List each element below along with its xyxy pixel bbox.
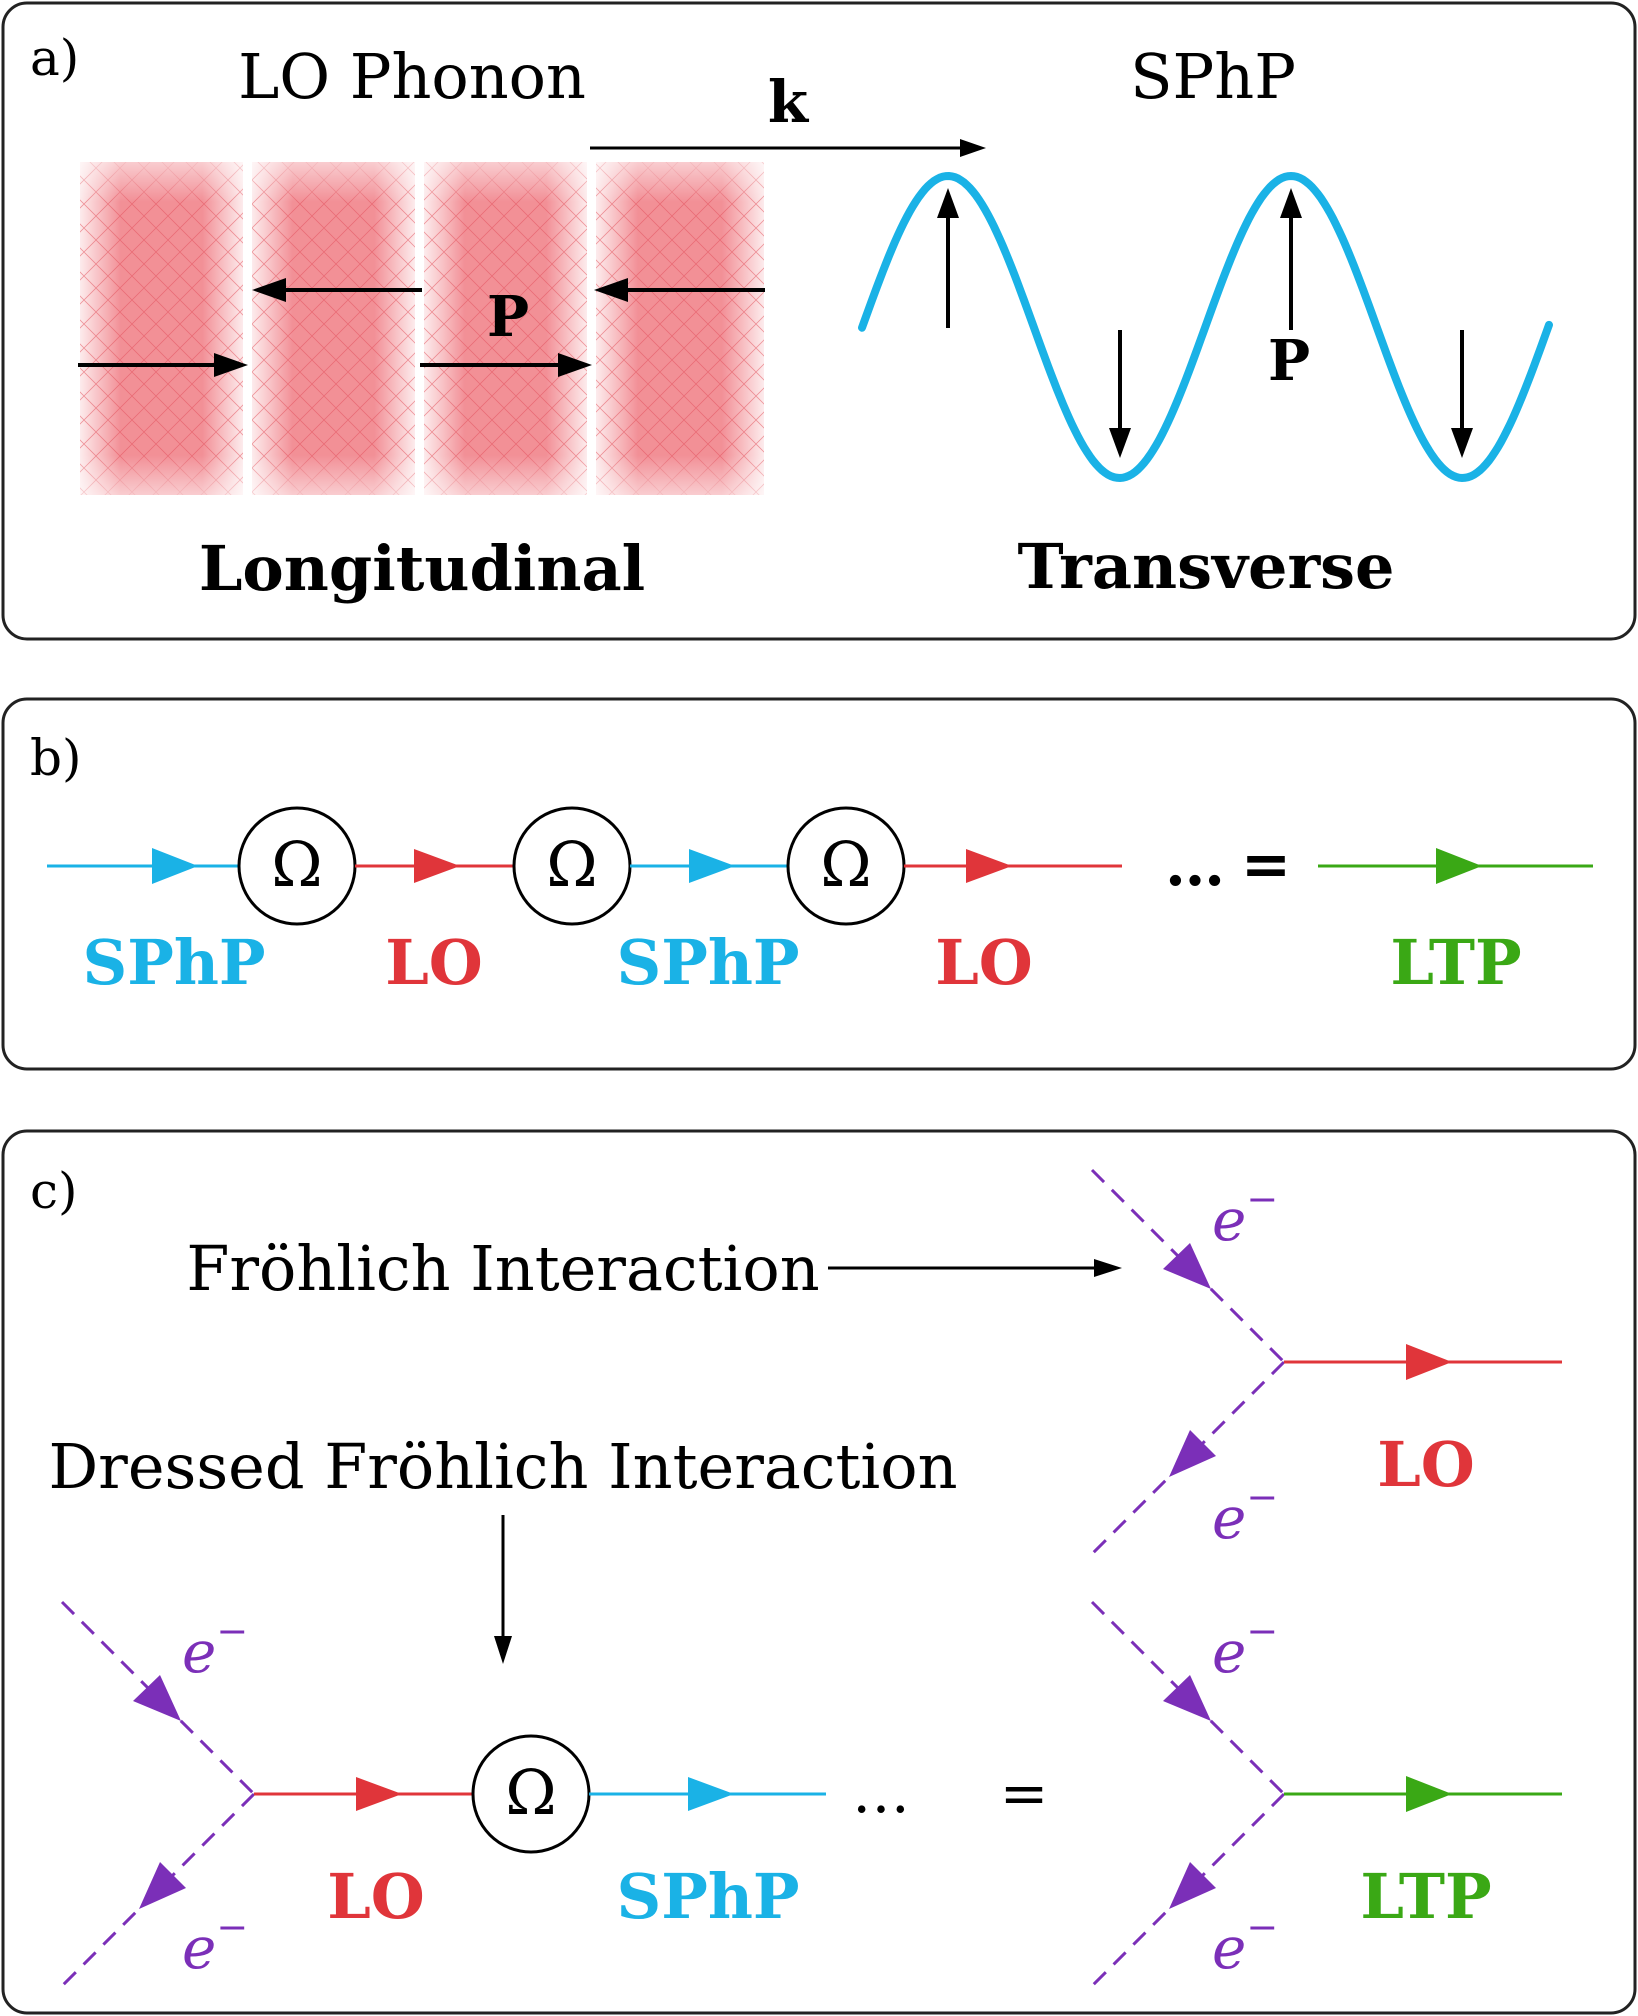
chain-dots: … [1165,830,1225,900]
electron-label-2: e− [1212,1475,1278,1552]
omega-2: Ω [546,828,597,901]
electron-arrow-out [1169,1430,1216,1477]
k-label: k [768,68,810,136]
electron-line-out [1090,1360,1286,1556]
sphp-wave [858,171,1553,483]
electron-line-out [1090,1792,1286,1988]
electron-label-6: e− [182,1905,248,1982]
panel-a-frame [1,1,1637,641]
arrow-left-1-head [252,278,286,302]
transverse-label: Transverse [1018,530,1395,603]
panel-c-frame [1,1129,1637,2015]
label-sphp-1: SPhP [82,926,265,999]
electron-arrow-in [133,1675,181,1721]
sphp-polarization-arrows [937,188,1473,458]
panel-b-frame [1,697,1637,1071]
panel-c-label: c) [30,1162,78,1220]
p-label-right: P [1268,328,1310,394]
longitudinal-label: Longitudinal [199,532,645,605]
electron-arrow-out [139,1862,186,1909]
lo-phonon-bars [80,162,764,495]
segment-lo-1-arrow [414,849,460,883]
top-right-lo-label: LO [1377,1428,1475,1501]
arrow-right-1-head [214,353,248,377]
omega-3: Ω [820,828,871,901]
chain-equals: = [1241,830,1291,900]
arrow-left-2-head [594,278,628,302]
dressed-frohlich-label: Dressed Fröhlich Interaction [48,1430,957,1503]
omega-1: Ω [271,828,322,901]
p-label-left: P [487,284,529,350]
lo-phonon-title: LO Phonon [238,40,586,113]
dressed-arrow-head [494,1636,512,1664]
arrow-right-2-head [558,353,592,377]
dyson-chain: Ω Ω Ω … = [47,806,1593,926]
electron-line-in [60,1600,256,1796]
arrow-up-1-head [937,188,959,218]
ltp-line-arrow [1406,1776,1452,1812]
lo-line-arrow [1406,1344,1452,1380]
frohlich-vertex [1090,1168,1562,1556]
electron-label-5: e− [182,1609,248,1686]
bar-1 [80,162,243,495]
dressed-lo-label: LO [327,1860,425,1933]
electron-label-4: e− [1212,1905,1278,1982]
electron-arrow-out [1169,1862,1216,1909]
dressed-dots: … [852,1758,910,1826]
bar-4 [596,162,764,495]
segment-lo-2-arrow [966,849,1012,883]
frohlich-arrow-head [1094,1259,1122,1277]
frohlich-label: Fröhlich Interaction [186,1232,819,1305]
dressed-equals: = [1000,1759,1049,1827]
arrow-down-2-head [1451,428,1473,458]
bottom-right-ltp-label: LTP [1360,1860,1491,1933]
segment-sphp-2-arrow [689,849,735,883]
electron-line-in [1090,1168,1286,1364]
electron-arrow-in [1163,1675,1211,1721]
sphp-title: SPhP [1130,40,1296,113]
bar-2 [252,162,415,495]
bar-3 [424,162,587,495]
label-lo-1: LO [385,926,483,999]
electron-label-3: e− [1212,1609,1278,1686]
electron-label-1: e− [1212,1177,1278,1254]
sphp-line-arrow [688,1777,734,1811]
lo-polarization-arrows [78,278,765,377]
electron-line-in [1090,1600,1286,1796]
segment-sphp-1-arrow [152,848,198,884]
panel-a-label: a) [30,29,79,87]
dressed-sphp-label: SPhP [616,1860,799,1933]
label-ltp: LTP [1390,926,1521,999]
electron-line-out [60,1792,256,1988]
electron-arrow-in [1163,1243,1211,1289]
arrow-down-1-head [1109,428,1131,458]
label-lo-2: LO [935,926,1033,999]
arrow-up-2-head [1280,188,1302,218]
segment-ltp-arrow [1436,848,1482,884]
panel-b-label: b) [30,729,82,787]
k-arrow-head [960,139,986,157]
dressed-vertex: Ω [60,1600,826,1988]
omega: Ω [505,1756,556,1829]
ltp-vertex [1090,1600,1562,1988]
label-sphp-2: SPhP [616,926,799,999]
lo-line-arrow [356,1777,402,1811]
